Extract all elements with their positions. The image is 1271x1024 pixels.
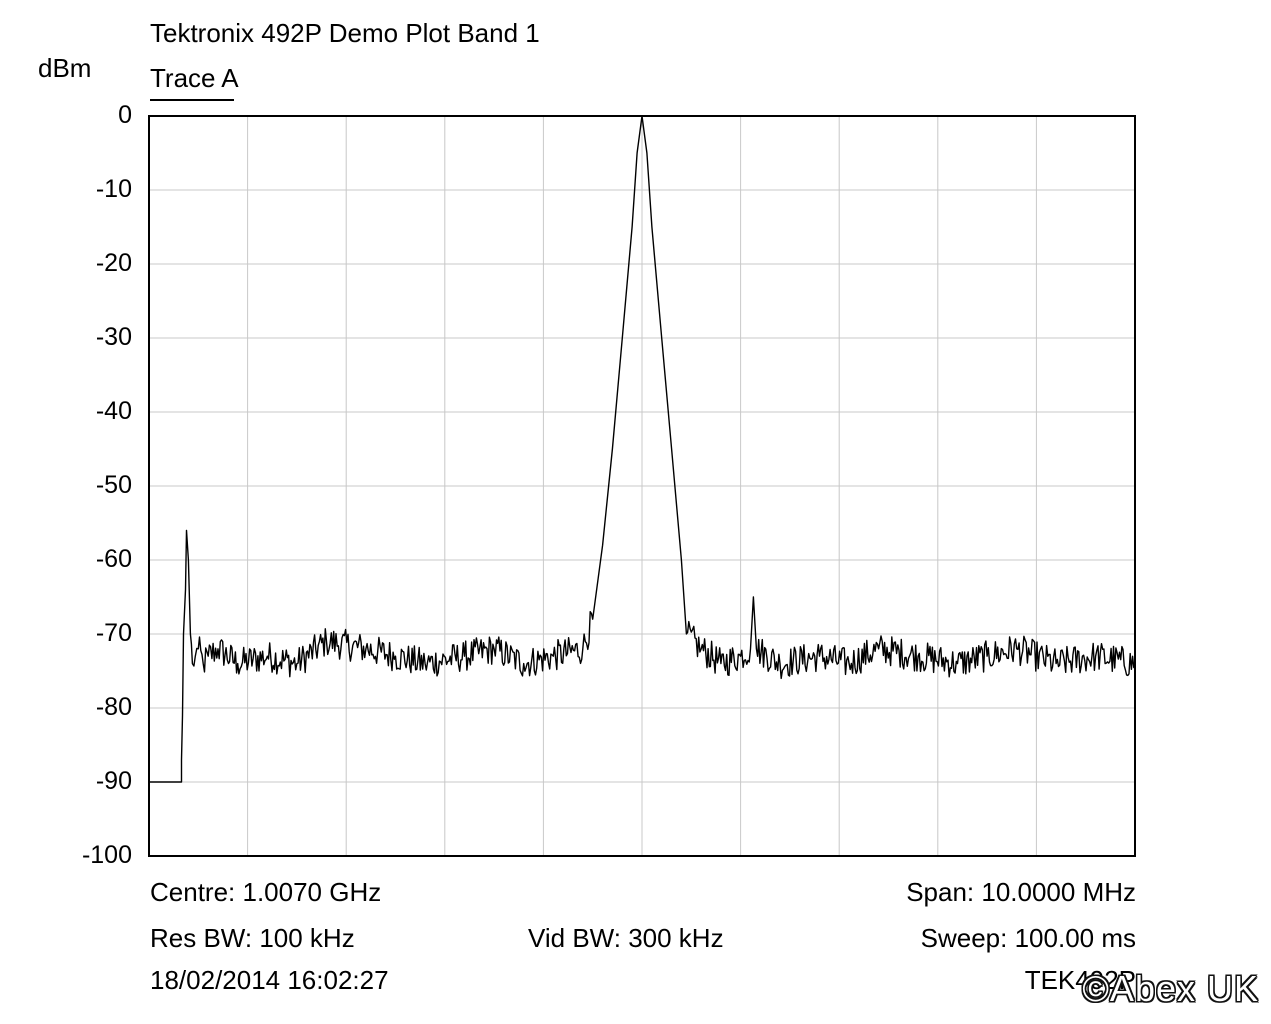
y-axis-label: dBm xyxy=(38,53,92,83)
instrument-label: TEK492P xyxy=(1024,965,1136,995)
chart-title: Tektronix 492P Demo Plot Band 1 xyxy=(150,18,540,48)
timestamp-label: 18/02/2014 16:02:27 xyxy=(150,965,389,995)
y-tick-label: -100 xyxy=(81,841,132,869)
span-label: Span: 10.0000 MHz xyxy=(906,877,1136,907)
legend-underline xyxy=(150,99,234,101)
y-tick-label: -50 xyxy=(95,471,132,499)
y-tick-label: -90 xyxy=(95,767,132,795)
y-tick-label: -30 xyxy=(95,323,132,351)
vid-bw-label: Vid BW: 300 kHz xyxy=(528,923,724,953)
centre-frequency-label: Centre: 1.0070 GHz xyxy=(150,877,382,907)
y-tick-label: -70 xyxy=(95,619,132,647)
y-tick-label: 0 xyxy=(118,101,132,129)
sweep-label: Sweep: 100.00 ms xyxy=(920,923,1136,953)
y-tick-label: -60 xyxy=(95,545,132,573)
res-bw-label: Res BW: 100 kHz xyxy=(150,923,355,953)
trace-layer xyxy=(149,115,1136,783)
legend-entry-trace-a: Trace A xyxy=(150,63,239,93)
y-tick-label: -80 xyxy=(95,693,132,721)
y-tick-label: -40 xyxy=(95,397,132,425)
y-tick-label: -20 xyxy=(95,249,132,277)
watermark: ©Abex UK xyxy=(1082,968,1259,1009)
series-line-trace-a xyxy=(149,115,1136,783)
y-tick-label: -10 xyxy=(95,175,132,203)
chart-grid xyxy=(149,116,1135,856)
